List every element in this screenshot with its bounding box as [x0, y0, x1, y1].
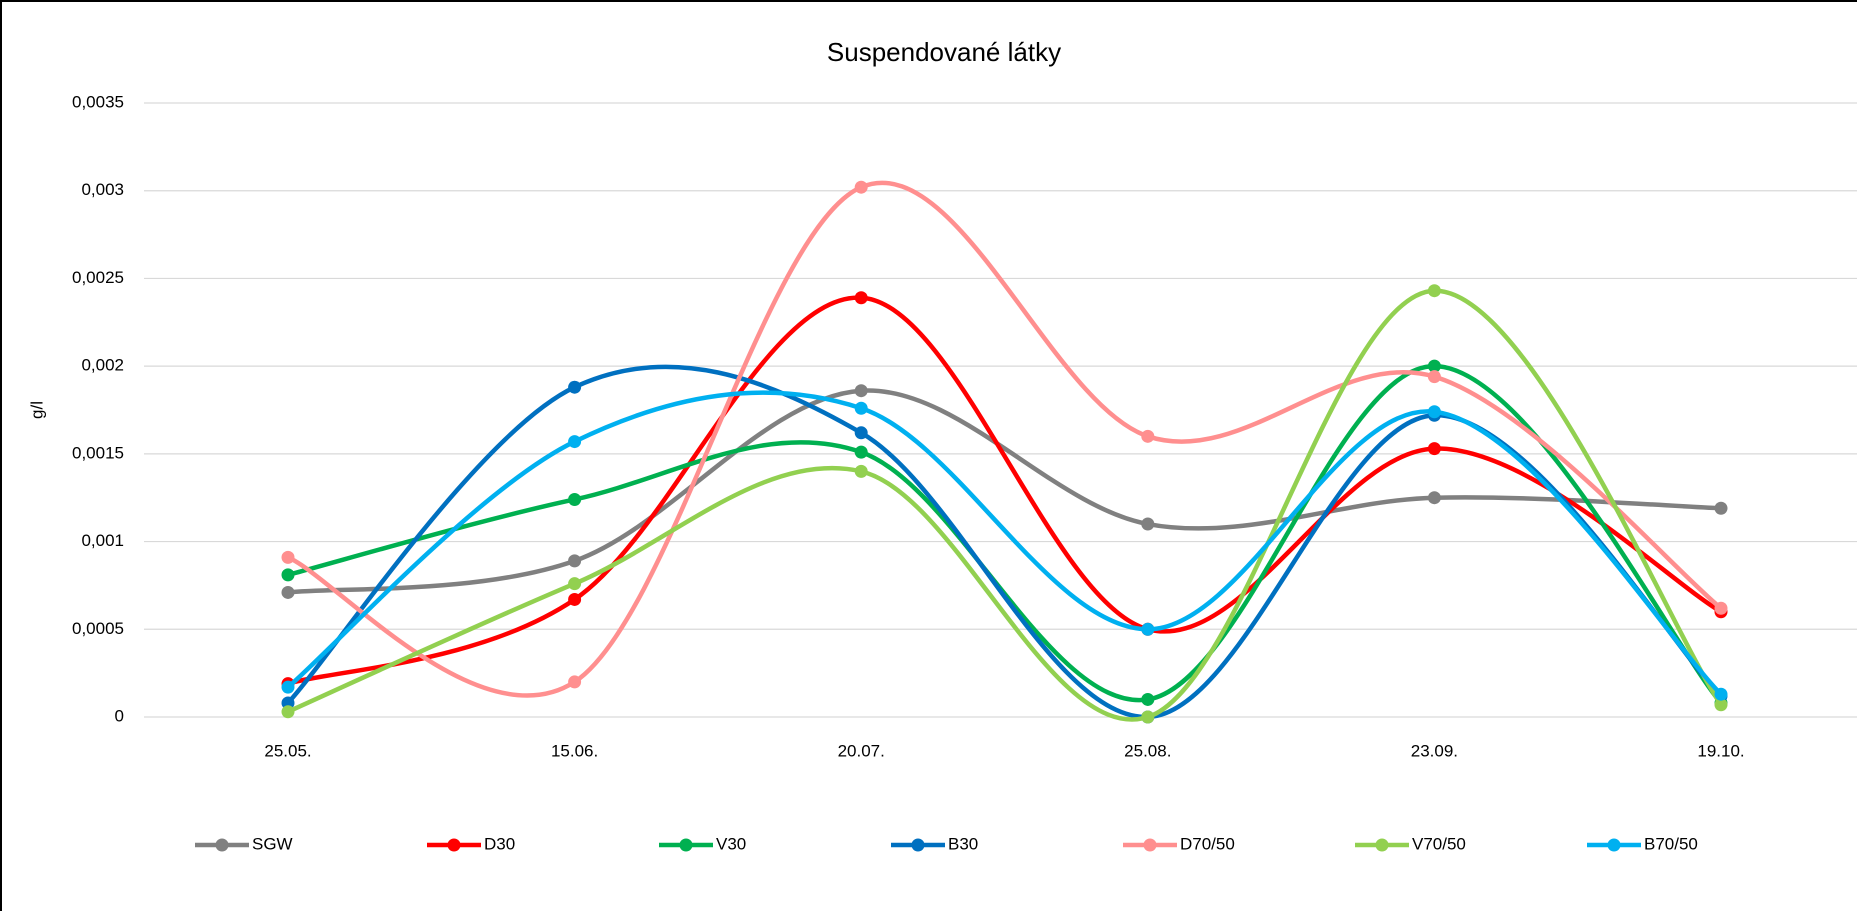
- series-line: [287, 180, 1723, 698]
- data-point: [1141, 517, 1155, 531]
- data-point: [1141, 710, 1155, 724]
- data-point: [568, 380, 582, 394]
- x-tick-label: 19.10.: [1697, 741, 1744, 760]
- y-tick-label: 0,0015: [72, 443, 124, 462]
- series-line: [286, 390, 1723, 696]
- legend-marker: [215, 838, 229, 852]
- data-point: [854, 291, 868, 305]
- y-tick-label: 0,002: [81, 356, 124, 375]
- legend-marker: [1607, 838, 1621, 852]
- data-point: [1141, 692, 1155, 706]
- legend-label: V30: [716, 834, 746, 853]
- data-point: [281, 568, 295, 582]
- data-point: [1714, 601, 1728, 615]
- data-point: [1427, 370, 1441, 384]
- data-point: [568, 577, 582, 591]
- y-tick-label: 0,001: [81, 531, 124, 550]
- data-point: [1427, 491, 1441, 505]
- legend-label: D30: [484, 834, 515, 853]
- data-point: [281, 705, 295, 719]
- legend-marker: [911, 838, 925, 852]
- chart-title: Suspendované látky: [827, 37, 1061, 67]
- x-tick-label: 20.07.: [838, 741, 885, 760]
- data-point: [1141, 622, 1155, 636]
- legend-marker: [1143, 838, 1157, 852]
- data-point: [281, 680, 295, 694]
- data-point: [854, 445, 868, 459]
- y-tick-label: 0: [115, 706, 124, 725]
- data-point: [854, 180, 868, 194]
- legend-marker: [447, 838, 461, 852]
- x-tick-label: 25.08.: [1124, 741, 1171, 760]
- legend-label: V70/50: [1412, 834, 1466, 853]
- legend-label: SGW: [252, 834, 293, 853]
- x-tick-label: 23.09.: [1411, 741, 1458, 760]
- data-point: [1714, 501, 1728, 515]
- y-axis-title: g/l: [27, 401, 46, 419]
- data-point: [568, 554, 582, 568]
- data-point: [1427, 442, 1441, 456]
- legend-label: B70/50: [1644, 834, 1698, 853]
- y-tick-label: 0,0025: [72, 268, 124, 287]
- data-point: [854, 384, 868, 398]
- y-tick-label: 0,0005: [72, 619, 124, 638]
- data-point: [568, 675, 582, 689]
- data-point: [281, 550, 295, 564]
- x-tick-label: 25.05.: [264, 741, 311, 760]
- data-point: [1427, 359, 1441, 373]
- y-tick-label: 0,003: [81, 180, 124, 199]
- y-tick-label: 0,0035: [72, 92, 124, 111]
- legend-marker: [679, 838, 693, 852]
- x-tick-label: 15.06.: [551, 741, 598, 760]
- data-point: [568, 592, 582, 606]
- data-point: [281, 585, 295, 599]
- data-point: [854, 464, 868, 478]
- data-point: [568, 435, 582, 449]
- legend-label: D70/50: [1180, 834, 1235, 853]
- legend-label: B30: [948, 834, 978, 853]
- data-point: [568, 492, 582, 506]
- data-point: [1714, 687, 1728, 701]
- data-point: [1427, 284, 1441, 298]
- legend-marker: [1375, 838, 1389, 852]
- data-point: [1427, 405, 1441, 419]
- series-line: [287, 388, 1722, 595]
- data-point: [854, 401, 868, 415]
- data-point: [854, 426, 868, 440]
- data-point: [1141, 429, 1155, 443]
- data-point: [1714, 698, 1728, 712]
